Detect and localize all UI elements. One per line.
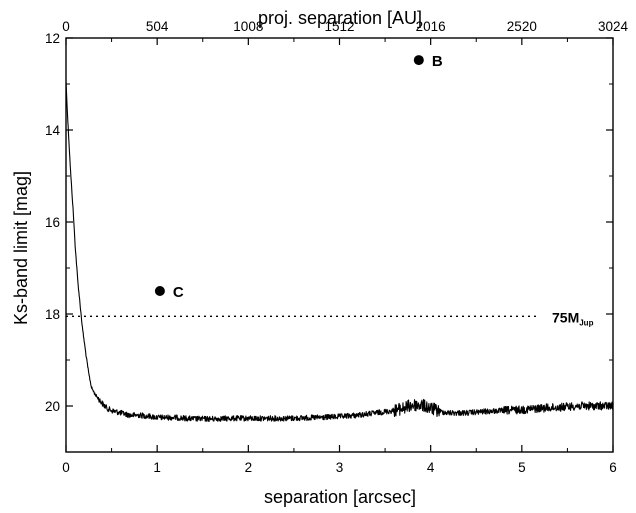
x-tick-label: 4 (427, 460, 435, 475)
limit-label-sub: Jup (579, 318, 593, 327)
x2-axis-title: proj. separation [AU] (258, 8, 422, 28)
x-tick-label: 2 (245, 460, 253, 475)
x-tick-label: 6 (609, 460, 617, 475)
limit-label-main: 75M (552, 309, 579, 325)
x2-tick-label: 2520 (507, 19, 537, 34)
y-tick-label: 20 (45, 399, 60, 414)
y-axis-title: Ks-band limit [mag] (11, 171, 31, 325)
x-tick-label: 5 (518, 460, 526, 475)
x-tick-label: 3 (336, 460, 344, 475)
companion-point-b (413, 55, 424, 66)
x-tick-label: 0 (62, 460, 70, 475)
y-tick-label: 16 (45, 215, 60, 230)
companion-label-c: C (173, 284, 184, 301)
x2-tick-label: 504 (146, 19, 169, 34)
x2-tick-label: 1512 (324, 19, 354, 34)
x-axis-title: separation [arcsec] (264, 487, 416, 507)
y-tick-label: 12 (45, 31, 60, 46)
contrast-curve-series-0 (65, 82, 614, 422)
plot-frame (65, 37, 614, 453)
x2-tick-label: 1008 (233, 19, 263, 34)
x2-tick-label: 0 (62, 19, 70, 34)
y-tick-label: 14 (45, 123, 61, 138)
x2-tick-label: 3024 (598, 19, 629, 34)
companion-point-c (154, 286, 165, 296)
limit-line-label: 75MJup (552, 309, 594, 327)
x2-tick-label: 2016 (416, 19, 446, 34)
y-tick-label: 18 (45, 307, 60, 322)
companion-label-b: B (432, 53, 443, 70)
x-tick-label: 1 (153, 460, 161, 475)
